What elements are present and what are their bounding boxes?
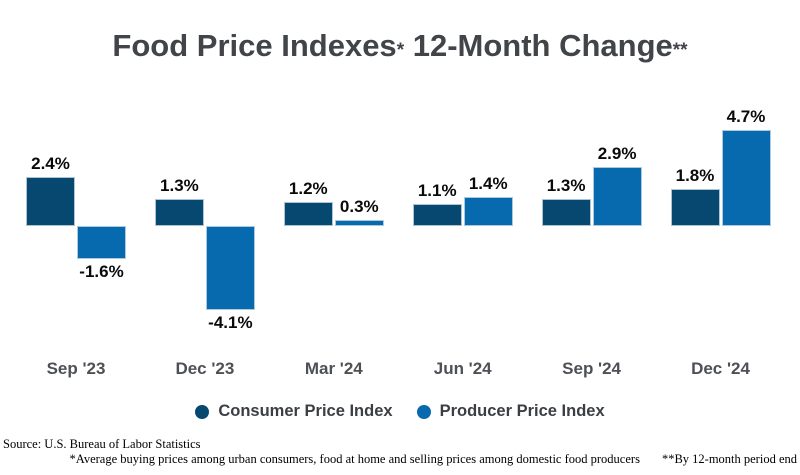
value-label: -4.1% (208, 313, 253, 332)
x-axis-label: Sep '23 (46, 359, 106, 378)
footnote-period-end: **By 12-month period end (661, 452, 797, 466)
value-label: 1.1% (417, 181, 457, 200)
value-label: -1.6% (79, 262, 124, 281)
footnote-average-prices: *Average buying prices among urban consu… (69, 452, 640, 466)
cpi-legend-dot-icon (195, 404, 210, 419)
bar-cpi (541, 199, 591, 226)
value-label: 4.7% (726, 107, 766, 126)
bar-ppi (205, 226, 255, 310)
x-axis-label: Dec '24 (691, 359, 750, 378)
value-label: 1.8% (675, 166, 715, 185)
legend-item-ppi: Producer Price Index (416, 402, 605, 421)
bar-ppi (334, 220, 384, 226)
footnotes: *Average buying prices among urban consu… (0, 452, 797, 467)
bar-cpi (26, 177, 75, 226)
bar-cpi (670, 189, 720, 226)
x-axis-label: Mar '24 (304, 359, 363, 378)
bar-ppi (721, 130, 771, 226)
x-axis-label: Dec '23 (175, 359, 235, 378)
value-label: 1.4% (468, 174, 508, 193)
source-note: Source: U.S. Bureau of Labor Statistics (3, 437, 201, 451)
legend-label-ppi: Producer Price Index (439, 402, 605, 420)
value-label: 0.3% (339, 197, 379, 216)
title-asterisk-1: * (396, 40, 405, 61)
chart-title: Food Price Indexes* 12-Month Change** (0, 28, 800, 64)
bar-cpi (283, 202, 333, 226)
chart-area: 2.4% -1.6% Sep '23 1.3% -4.1% Dec '23 1.2% 0.3%… (26, 107, 771, 378)
legend: Consumer Price Index Producer Price Inde… (0, 402, 800, 421)
legend-label-cpi: Consumer Price Index (218, 402, 393, 420)
x-axis-label: Sep '24 (562, 359, 622, 378)
bar-ppi (77, 226, 126, 259)
bar-cpi (154, 199, 204, 226)
value-label: 1.2% (288, 179, 328, 198)
legend-item-cpi: Consumer Price Index (195, 402, 393, 421)
value-label: 1.3% (546, 176, 586, 195)
title-text-2: 12-Month Change (404, 28, 673, 63)
ppi-legend-dot-icon (416, 404, 431, 419)
value-label: 2.4% (31, 154, 70, 173)
title-asterisk-2: ** (672, 40, 688, 61)
bar-ppi (592, 167, 642, 226)
value-label: 2.9% (597, 144, 637, 163)
x-axis-label: Jun '24 (433, 359, 492, 378)
value-label: 1.3% (160, 176, 199, 195)
bar-ppi (463, 197, 513, 226)
title-text-1: Food Price Indexes (112, 28, 397, 63)
bar-cpi (412, 204, 462, 226)
